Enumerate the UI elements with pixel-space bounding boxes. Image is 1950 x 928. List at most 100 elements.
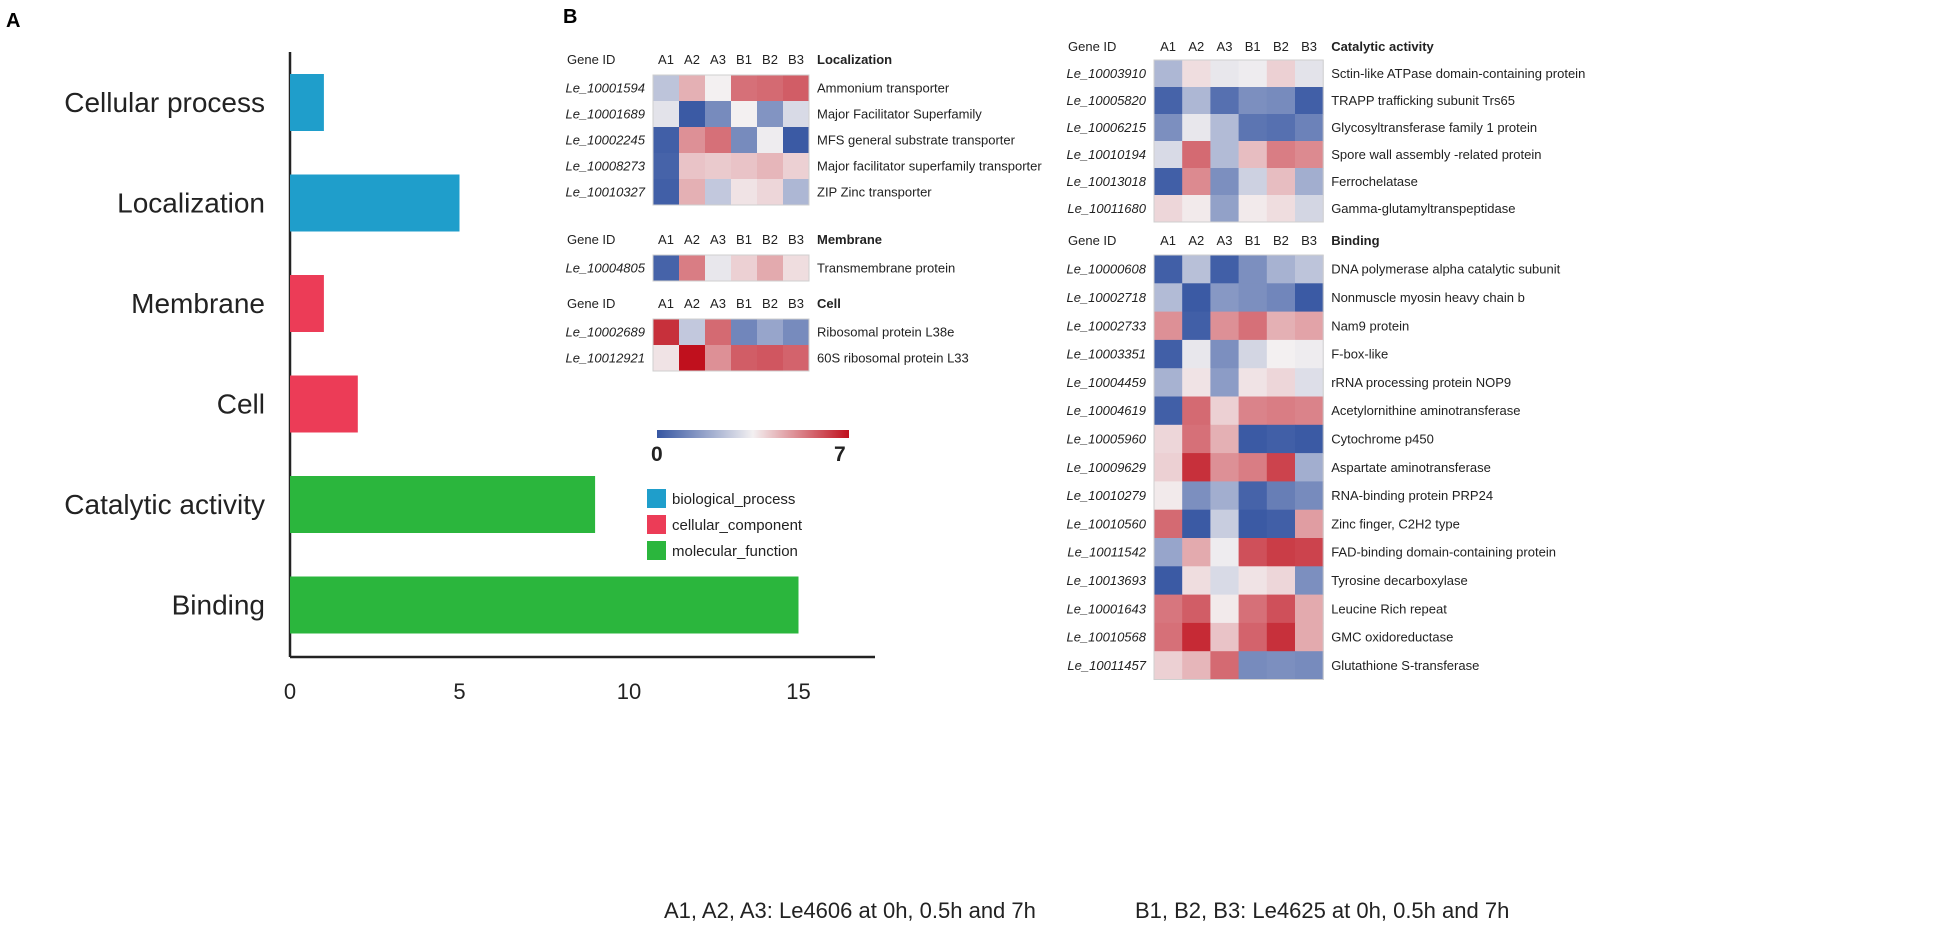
heatmap-cell bbox=[1238, 195, 1268, 223]
heatmap-cell bbox=[1238, 622, 1268, 652]
heatmap-cell bbox=[653, 101, 680, 128]
block-title: Localization bbox=[817, 52, 892, 67]
column-header: A2 bbox=[1188, 233, 1204, 248]
column-header: B3 bbox=[788, 232, 804, 247]
heatmap-cell bbox=[757, 153, 784, 180]
heatmap-cell bbox=[1238, 481, 1268, 511]
gene-id-header: Gene ID bbox=[1068, 39, 1116, 54]
heatmap-cell bbox=[705, 75, 732, 102]
gene-id: Le_10011542 bbox=[1067, 545, 1146, 560]
bar bbox=[290, 375, 358, 433]
heatmap-cell bbox=[679, 255, 706, 282]
heatmap-cell bbox=[1238, 651, 1268, 680]
gene-id: Le_10009629 bbox=[1066, 460, 1146, 475]
gene-id: Le_10001689 bbox=[565, 107, 645, 122]
heatmap-cell bbox=[1182, 594, 1211, 624]
heatmap-cell bbox=[1266, 424, 1296, 454]
column-header: A1 bbox=[658, 232, 674, 247]
heatmap-cell bbox=[1182, 195, 1211, 223]
x-tick-label: 5 bbox=[453, 679, 465, 704]
heatmap-cell bbox=[1182, 509, 1211, 539]
gene-name: Aspartate aminotransferase bbox=[1331, 460, 1491, 475]
bar bbox=[290, 275, 324, 332]
block-title: Membrane bbox=[817, 232, 882, 247]
gene-id: Le_10004619 bbox=[1066, 403, 1146, 418]
gene-id: Le_10003910 bbox=[1066, 66, 1146, 81]
heatmap-cell bbox=[1238, 168, 1268, 196]
heatmap-cell bbox=[653, 75, 680, 102]
block-title: Catalytic activity bbox=[1331, 39, 1434, 54]
heatmap-cell bbox=[1266, 60, 1296, 88]
gene-id: Le_10003351 bbox=[1066, 347, 1146, 362]
block-title: Binding bbox=[1331, 233, 1379, 248]
heatmap-cell bbox=[1182, 339, 1211, 369]
heatmap-cell bbox=[1210, 283, 1240, 313]
gene-id: Le_10002733 bbox=[1066, 318, 1146, 333]
heatmap-cell bbox=[1210, 60, 1240, 88]
heatmap-cell bbox=[731, 127, 758, 154]
heatmap-cell bbox=[783, 179, 810, 206]
gene-name: Nonmuscle myosin heavy chain b bbox=[1331, 290, 1525, 305]
heatmap-cell bbox=[757, 75, 784, 102]
gene-name: Major Facilitator Superfamily bbox=[817, 107, 982, 122]
gene-id-header: Gene ID bbox=[567, 296, 615, 311]
heatmap-cell bbox=[1210, 566, 1240, 596]
heatmap-cell bbox=[1238, 368, 1268, 397]
column-header: B2 bbox=[1273, 233, 1289, 248]
heatmap-cell bbox=[1266, 453, 1296, 482]
gene-name: GMC oxidoreductase bbox=[1331, 630, 1453, 645]
gene-id: Le_10011680 bbox=[1067, 201, 1146, 216]
colorbar-min-label: 0 bbox=[651, 443, 663, 466]
heatmap-cell bbox=[1295, 424, 1324, 454]
heatmap-block-border bbox=[652, 318, 810, 372]
colorbar bbox=[657, 430, 849, 438]
heatmap-cell bbox=[1154, 509, 1183, 539]
heatmap-cell bbox=[705, 255, 732, 282]
heatmap-cell bbox=[783, 75, 810, 102]
heatmap-cell bbox=[1266, 538, 1296, 567]
heatmap-cell bbox=[1266, 481, 1296, 511]
column-header: B1 bbox=[1245, 233, 1261, 248]
column-header: A2 bbox=[684, 52, 700, 67]
heatmap-cell bbox=[1210, 168, 1240, 196]
gene-id: Le_10010194 bbox=[1066, 147, 1146, 162]
gene-name: Sctin-like ATPase domain-containing prot… bbox=[1331, 66, 1585, 81]
column-header: B2 bbox=[1273, 39, 1289, 54]
legend-swatch bbox=[647, 489, 666, 508]
heatmap-cell bbox=[757, 127, 784, 154]
legend-label: cellular_component bbox=[672, 517, 803, 534]
heatmap-cell bbox=[1154, 424, 1183, 454]
bar bbox=[290, 174, 460, 232]
column-header: B2 bbox=[762, 296, 778, 311]
gene-name: Zinc finger, C2H2 type bbox=[1331, 516, 1460, 531]
heatmap-cell bbox=[1154, 339, 1183, 369]
gene-id-header: Gene ID bbox=[1068, 233, 1116, 248]
heatmap-cell bbox=[1295, 141, 1324, 169]
heatmap-cell bbox=[1238, 424, 1268, 454]
heatmap-cell bbox=[783, 153, 810, 180]
gene-id: Le_10005820 bbox=[1066, 93, 1146, 108]
heatmap-cell bbox=[1154, 566, 1183, 596]
heatmap-cell bbox=[1238, 255, 1268, 284]
footer-b-note: B1, B2, B3: Le4625 at 0h, 0.5h and 7h bbox=[1135, 898, 1509, 923]
column-header: B2 bbox=[762, 232, 778, 247]
heatmap-cell bbox=[1210, 114, 1240, 142]
gene-name: Tyrosine decarboxylase bbox=[1331, 573, 1468, 588]
heatmap-block-border bbox=[652, 254, 810, 282]
gene-id: Le_10010279 bbox=[1066, 488, 1146, 503]
heatmap-cell bbox=[1238, 60, 1268, 88]
heatmap-block-border bbox=[1153, 254, 1324, 680]
heatmap-cell bbox=[731, 319, 758, 346]
heatmap-cell bbox=[705, 179, 732, 206]
heatmap-cell bbox=[1154, 594, 1183, 624]
heatmap-cell bbox=[1210, 594, 1240, 624]
gene-id: Le_10002245 bbox=[565, 133, 645, 148]
heatmap-cell bbox=[679, 153, 706, 180]
heatmap-cell bbox=[1182, 255, 1211, 284]
heatmap-cell bbox=[1238, 311, 1268, 341]
bar bbox=[290, 576, 799, 634]
heatmap-cell bbox=[1266, 311, 1296, 341]
heatmap-cell bbox=[1266, 168, 1296, 196]
column-header: A3 bbox=[1217, 233, 1233, 248]
